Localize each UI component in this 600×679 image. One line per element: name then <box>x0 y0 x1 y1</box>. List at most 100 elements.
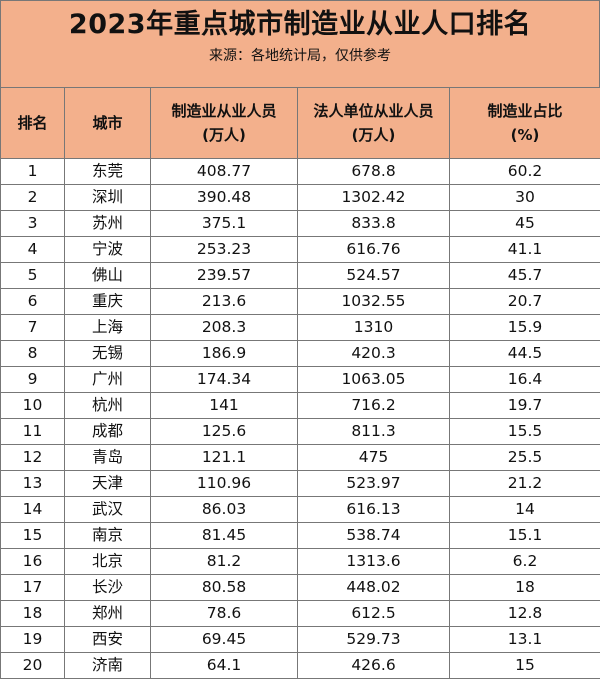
cell-mfg-workers: 253.23 <box>151 237 298 263</box>
cell-mfg-workers: 186.9 <box>151 341 298 367</box>
cell-city: 杭州 <box>65 393 151 419</box>
cell-legal-workers: 448.02 <box>298 575 450 601</box>
cell-city: 西安 <box>65 627 151 653</box>
cell-rank: 15 <box>1 523 65 549</box>
cell-rank: 4 <box>1 237 65 263</box>
cell-mfg-workers: 69.45 <box>151 627 298 653</box>
cell-mfg-workers: 213.6 <box>151 289 298 315</box>
cell-mfg-workers: 239.57 <box>151 263 298 289</box>
cell-mfg-workers: 174.34 <box>151 367 298 393</box>
cell-rank: 9 <box>1 367 65 393</box>
col-header-legal-workers: 法人单位从业人员 (万人) <box>298 88 450 159</box>
cell-city: 佛山 <box>65 263 151 289</box>
cell-mfg-workers: 390.48 <box>151 185 298 211</box>
cell-share: 20.7 <box>450 289 600 315</box>
col-header-share: 制造业占比 (%) <box>450 88 600 159</box>
cell-mfg-workers: 81.2 <box>151 549 298 575</box>
cell-share: 21.2 <box>450 471 600 497</box>
cell-mfg-workers: 408.77 <box>151 159 298 185</box>
col-header-rank: 排名 <box>1 88 65 159</box>
cell-city: 深圳 <box>65 185 151 211</box>
cell-share: 60.2 <box>450 159 600 185</box>
col-header-mfg-workers: 制造业从业人员 (万人) <box>151 88 298 159</box>
cell-legal-workers: 616.13 <box>298 497 450 523</box>
cell-share: 15.1 <box>450 523 600 549</box>
cell-share: 12.8 <box>450 601 600 627</box>
page-title: 2023年重点城市制造业从业人口排名 <box>1 1 599 42</box>
cell-rank: 20 <box>1 653 65 679</box>
cell-mfg-workers: 125.6 <box>151 419 298 445</box>
page-subtitle: 来源：各地统计局，仅供参考 <box>1 45 599 67</box>
cell-city: 成都 <box>65 419 151 445</box>
cell-city: 苏州 <box>65 211 151 237</box>
cell-share: 19.7 <box>450 393 600 419</box>
cell-legal-workers: 678.8 <box>298 159 450 185</box>
cell-mfg-workers: 375.1 <box>151 211 298 237</box>
cell-mfg-workers: 121.1 <box>151 445 298 471</box>
cell-share: 45.7 <box>450 263 600 289</box>
cell-rank: 10 <box>1 393 65 419</box>
cell-city: 东莞 <box>65 159 151 185</box>
cell-legal-workers: 612.5 <box>298 601 450 627</box>
cell-legal-workers: 833.8 <box>298 211 450 237</box>
cell-rank: 16 <box>1 549 65 575</box>
cell-rank: 3 <box>1 211 65 237</box>
cell-share: 15 <box>450 653 600 679</box>
cell-legal-workers: 811.3 <box>298 419 450 445</box>
cell-rank: 8 <box>1 341 65 367</box>
col-header-share-line2: (%) <box>450 123 600 147</box>
cell-share: 45 <box>450 211 600 237</box>
cell-rank: 1 <box>1 159 65 185</box>
cell-city: 广州 <box>65 367 151 393</box>
header-row: 排名 城市 制造业从业人员 (万人) 法人单位从业人员 (万人) 制造业占比 (… <box>1 88 600 159</box>
cell-rank: 13 <box>1 471 65 497</box>
cell-legal-workers: 420.3 <box>298 341 450 367</box>
cell-mfg-workers: 78.6 <box>151 601 298 627</box>
cell-mfg-workers: 208.3 <box>151 315 298 341</box>
cell-legal-workers: 426.6 <box>298 653 450 679</box>
cell-rank: 14 <box>1 497 65 523</box>
cell-rank: 5 <box>1 263 65 289</box>
cell-city: 天津 <box>65 471 151 497</box>
cell-city: 北京 <box>65 549 151 575</box>
cell-share: 41.1 <box>450 237 600 263</box>
cell-legal-workers: 1063.05 <box>298 367 450 393</box>
title-banner: 2023年重点城市制造业从业人口排名 来源：各地统计局，仅供参考 <box>0 0 600 87</box>
cell-mfg-workers: 64.1 <box>151 653 298 679</box>
cell-legal-workers: 475 <box>298 445 450 471</box>
cell-rank: 6 <box>1 289 65 315</box>
table-header: 排名 城市 制造业从业人员 (万人) 法人单位从业人员 (万人) 制造业占比 (… <box>1 88 600 159</box>
cell-rank: 12 <box>1 445 65 471</box>
cell-legal-workers: 1302.42 <box>298 185 450 211</box>
cell-legal-workers: 1313.6 <box>298 549 450 575</box>
ranking-table: 排名 城市 制造业从业人员 (万人) 法人单位从业人员 (万人) 制造业占比 (… <box>0 87 600 679</box>
cell-legal-workers: 1310 <box>298 315 450 341</box>
cell-legal-workers: 529.73 <box>298 627 450 653</box>
cell-share: 14 <box>450 497 600 523</box>
cell-city: 宁波 <box>65 237 151 263</box>
cell-legal-workers: 616.76 <box>298 237 450 263</box>
cell-share: 15.5 <box>450 419 600 445</box>
cell-legal-workers: 716.2 <box>298 393 450 419</box>
cell-rank: 7 <box>1 315 65 341</box>
cell-share: 15.9 <box>450 315 600 341</box>
col-header-legal-workers-line2: (万人) <box>298 123 449 147</box>
